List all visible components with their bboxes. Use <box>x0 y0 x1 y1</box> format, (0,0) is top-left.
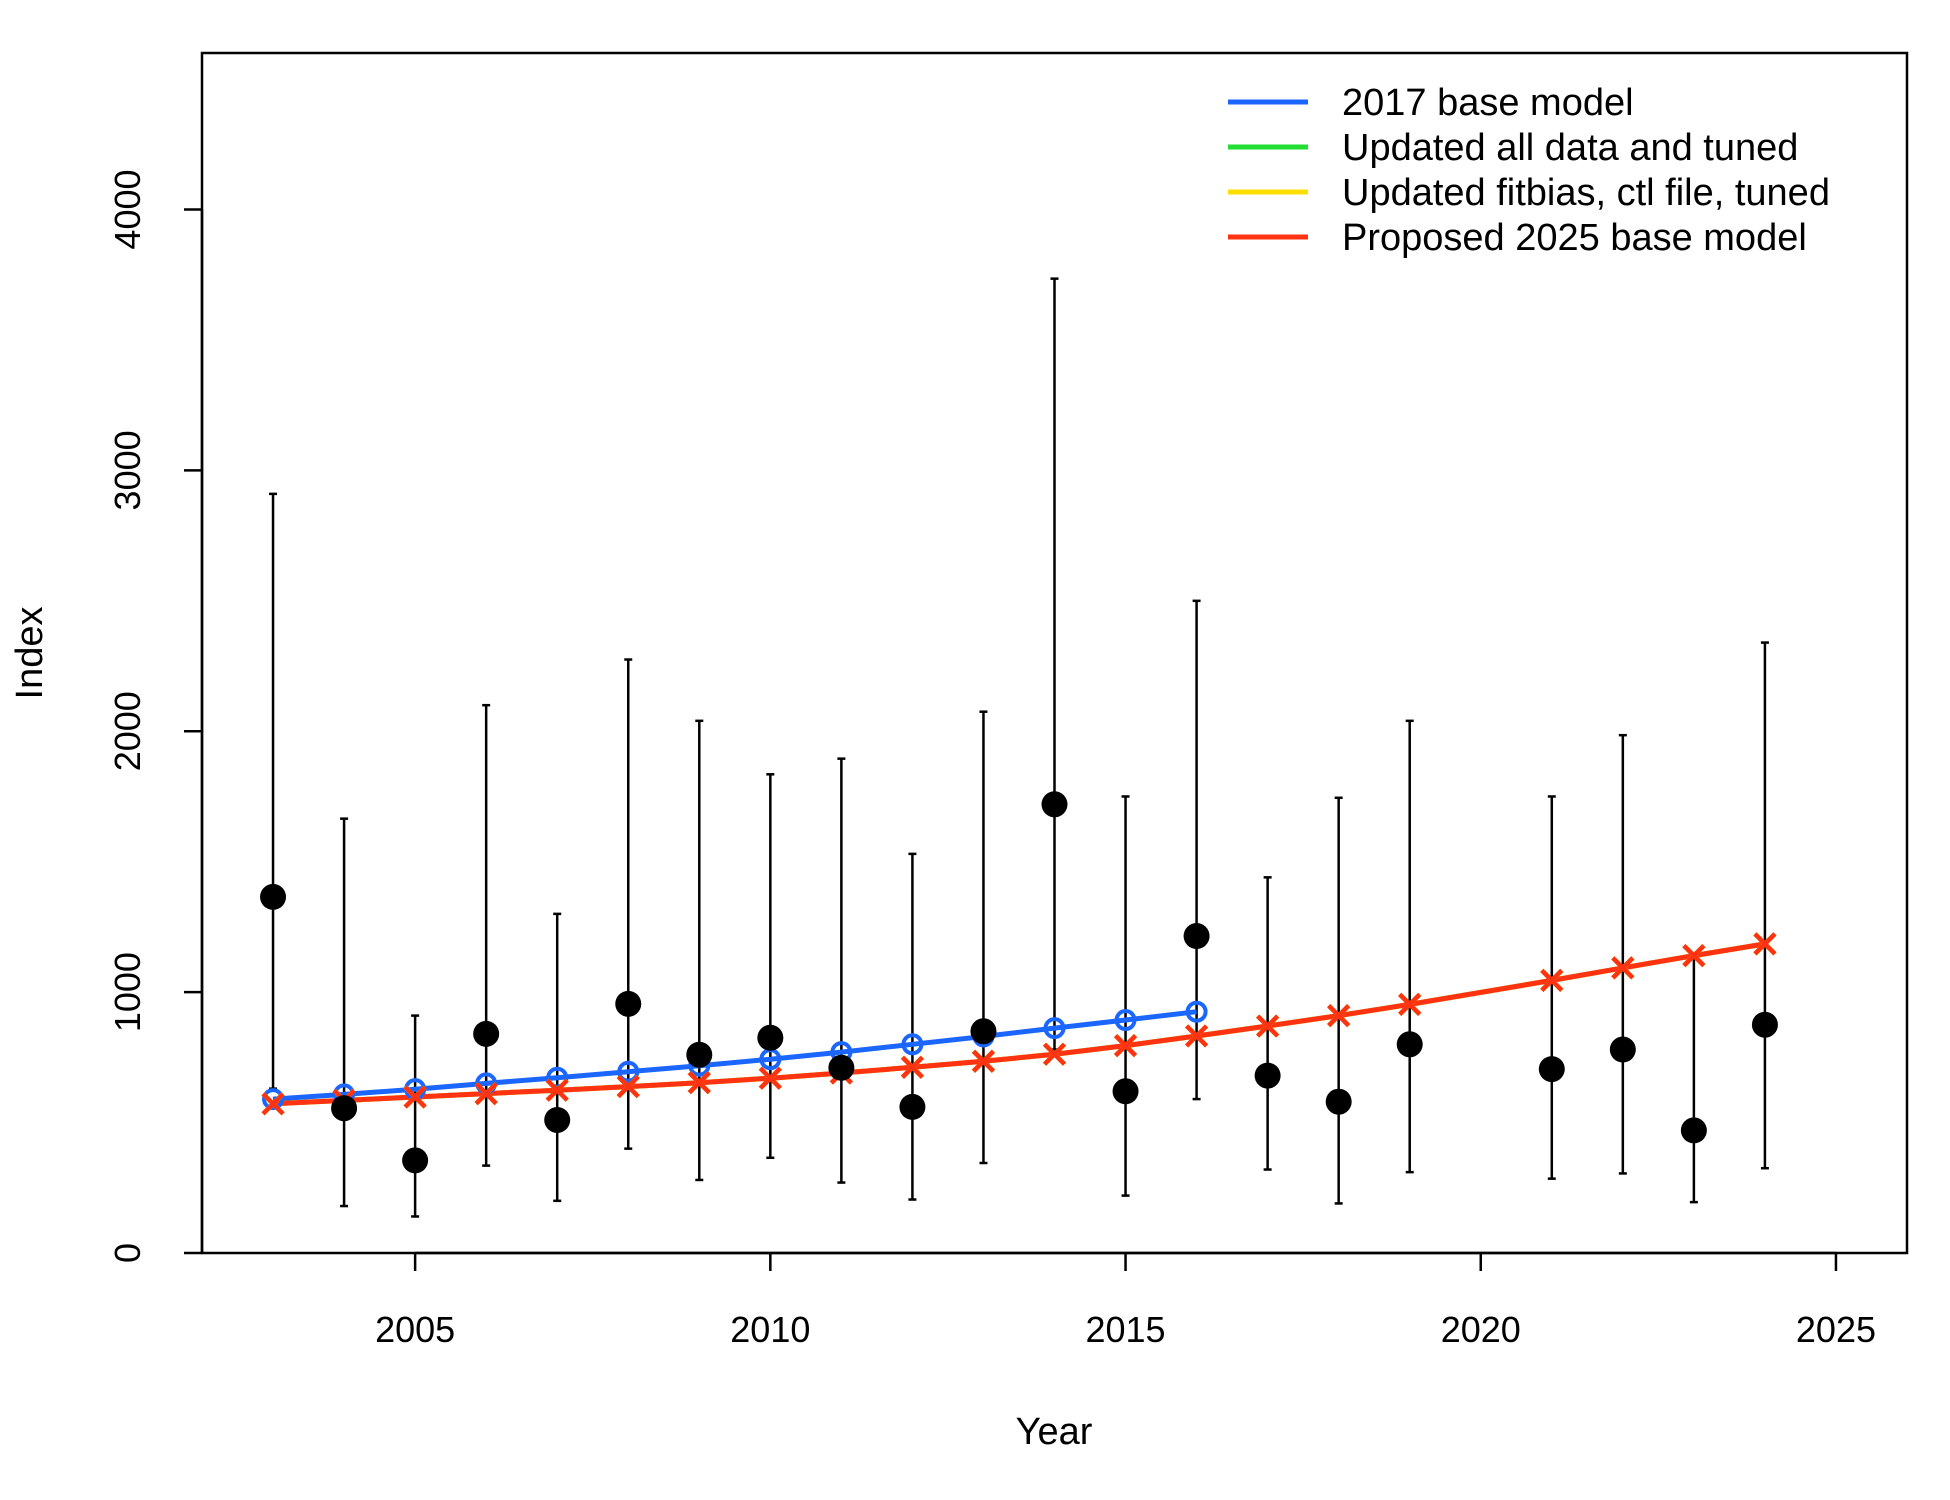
series-point-4 <box>616 1074 640 1099</box>
observed-point <box>757 1024 784 1051</box>
series-point-4 <box>1398 992 1422 1016</box>
series-point-4 <box>403 1085 427 1109</box>
observed-point <box>1183 923 1210 950</box>
observed-point <box>1254 1062 1281 1089</box>
observed-point <box>1396 1031 1423 1058</box>
x-tick-label: 2020 <box>1441 1309 1521 1350</box>
legend-label-4: Proposed 2025 base model <box>1342 217 1807 259</box>
series-point-1 <box>546 1066 569 1089</box>
series-point-4 <box>1113 1034 1138 1058</box>
series-point-4 <box>474 1082 498 1106</box>
x-tick-label: 2025 <box>1796 1309 1876 1350</box>
series-line-4 <box>272 941 1766 1107</box>
series-line-1 <box>272 1009 1197 1102</box>
observed-point <box>615 990 642 1017</box>
series-point-4 <box>687 1071 711 1095</box>
observed-point <box>1325 1088 1352 1115</box>
legend-label-1: 2017 base model <box>1342 82 1634 124</box>
series-point-1 <box>1114 1009 1137 1032</box>
x-tick-label: 2015 <box>1085 1309 1165 1350</box>
series-point-4 <box>1753 932 1777 956</box>
observed-points <box>260 791 1778 1174</box>
series-point-4 <box>1256 1014 1280 1038</box>
series-point-1 <box>617 1060 640 1083</box>
series-point-4 <box>1042 1042 1067 1066</box>
y-axis-title: Index <box>9 607 51 700</box>
y-axis: 0 1000 2000 3000 4000 <box>107 169 204 1263</box>
observed-point <box>828 1054 855 1081</box>
series-point-4 <box>1540 968 1564 992</box>
y-tick-label: 3000 <box>107 430 148 510</box>
series-point-1 <box>901 1033 924 1056</box>
observed-point <box>1751 1011 1778 1038</box>
observed-point <box>686 1041 713 1068</box>
legend-label-2: Updated all data and tuned <box>1342 127 1798 169</box>
series-point-1 <box>1043 1017 1066 1040</box>
series-point-1 <box>1185 1000 1208 1023</box>
series-point-4 <box>900 1055 925 1079</box>
observed-point <box>1538 1056 1565 1083</box>
series-point-4 <box>261 1092 285 1116</box>
series-line-2 <box>272 941 1766 1107</box>
series-line-3 <box>272 941 1766 1107</box>
y-tick-label: 0 <box>107 1243 148 1263</box>
observed-point <box>402 1147 429 1174</box>
observed-point <box>1609 1036 1636 1063</box>
observed-point <box>1112 1078 1139 1105</box>
series-point-4 <box>1611 956 1635 980</box>
legend-label-3: Updated fitbias, ctl file, tuned <box>1342 172 1830 214</box>
series-point-4 <box>1327 1004 1351 1028</box>
series-point-4 <box>758 1066 782 1090</box>
y-tick-label: 1000 <box>107 952 148 1032</box>
observed-point <box>260 883 287 910</box>
y-tick-label: 2000 <box>107 691 148 771</box>
observed-point <box>970 1018 997 1045</box>
error-bars <box>269 277 1769 1218</box>
y-tick-label: 4000 <box>107 169 148 249</box>
series-point-4 <box>1682 944 1706 968</box>
observed-point <box>1041 791 1068 818</box>
x-axis-title: Year <box>1016 1411 1093 1453</box>
series-lines <box>272 941 1766 1107</box>
observed-point <box>544 1106 571 1133</box>
x-tick-label: 2010 <box>730 1309 810 1350</box>
x-axis: 2005 2010 2015 2020 2025 <box>375 1251 1876 1350</box>
series-point-4 <box>971 1049 996 1073</box>
series-point-4 <box>1184 1024 1209 1048</box>
x-tick-label: 2005 <box>375 1309 455 1350</box>
series-point-1 <box>262 1088 285 1111</box>
observed-point <box>1680 1117 1707 1144</box>
observed-point <box>331 1095 358 1122</box>
observed-point <box>899 1093 926 1120</box>
series-point-4 <box>545 1078 569 1102</box>
observed-point <box>473 1020 500 1047</box>
